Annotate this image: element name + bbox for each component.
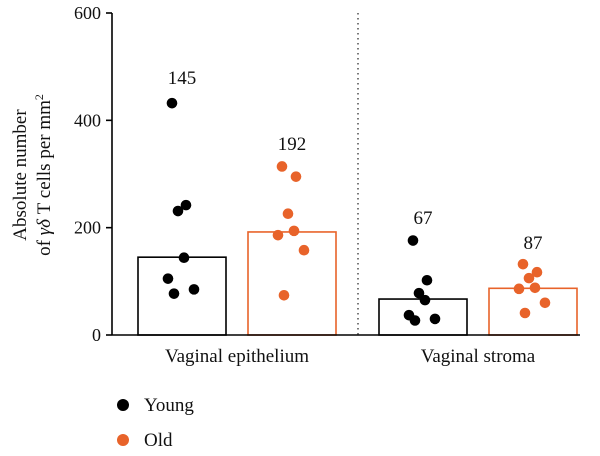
data-point-young: [180, 199, 192, 211]
bar-value-label: 192: [278, 134, 307, 155]
data-point-old: [272, 229, 284, 241]
data-point-young: [413, 287, 425, 299]
data-point-young: [166, 97, 178, 109]
data-point-young: [178, 252, 190, 264]
y-tick-label: 600: [74, 3, 101, 23]
bar-value-label: 67: [414, 208, 433, 229]
legend-marker-old: [117, 434, 129, 446]
data-point-old: [288, 225, 300, 237]
legend-label-old: Old: [144, 430, 173, 451]
y-tick-label: 0: [92, 325, 101, 345]
y-axis: 0 200 400 600: [74, 3, 113, 345]
bar-old: [488, 287, 578, 336]
data-points: [162, 97, 551, 326]
bar-young: [137, 256, 227, 336]
y-axis-label-line2: of γδ T cells per mm2: [32, 94, 55, 256]
data-point-young: [168, 288, 180, 299]
data-point-old: [282, 208, 294, 220]
data-point-young: [429, 313, 441, 325]
bar-old: [247, 231, 337, 336]
data-point-young: [421, 274, 433, 286]
bar-value-labels: 145 67 192 87: [168, 68, 543, 254]
y-tick-label: 200: [74, 218, 101, 238]
data-point-young: [407, 235, 419, 246]
data-point-young: [419, 294, 431, 306]
x-group-label: Vaginal epithelium: [165, 346, 309, 367]
data-point-old: [276, 161, 288, 172]
data-point-old: [298, 244, 310, 256]
x-axis: Vaginal epithelium Vaginal stroma: [112, 13, 580, 367]
data-point-old: [529, 282, 541, 294]
legend: Young Old: [117, 395, 194, 451]
data-point-young: [409, 315, 421, 326]
data-point-old: [523, 272, 535, 284]
y-tick-label: 400: [74, 110, 101, 130]
data-point-old: [278, 289, 290, 301]
bar-value-label: 145: [168, 68, 197, 89]
data-point-old: [539, 297, 551, 309]
data-point-old: [513, 283, 525, 295]
legend-marker-young: [117, 399, 129, 411]
data-point-old: [531, 266, 543, 278]
data-point-young: [162, 273, 174, 284]
x-group-label: Vaginal stroma: [421, 346, 536, 367]
data-point-young: [172, 205, 184, 217]
legend-label-young: Young: [144, 395, 194, 416]
y-axis-label-line1: Absolute number: [10, 109, 31, 241]
bar-value-label: 87: [524, 233, 543, 254]
data-point-young: [188, 284, 200, 295]
data-point-old: [290, 171, 302, 182]
bars: [137, 231, 578, 336]
data-point-old: [517, 258, 529, 270]
data-point-old: [519, 307, 531, 319]
